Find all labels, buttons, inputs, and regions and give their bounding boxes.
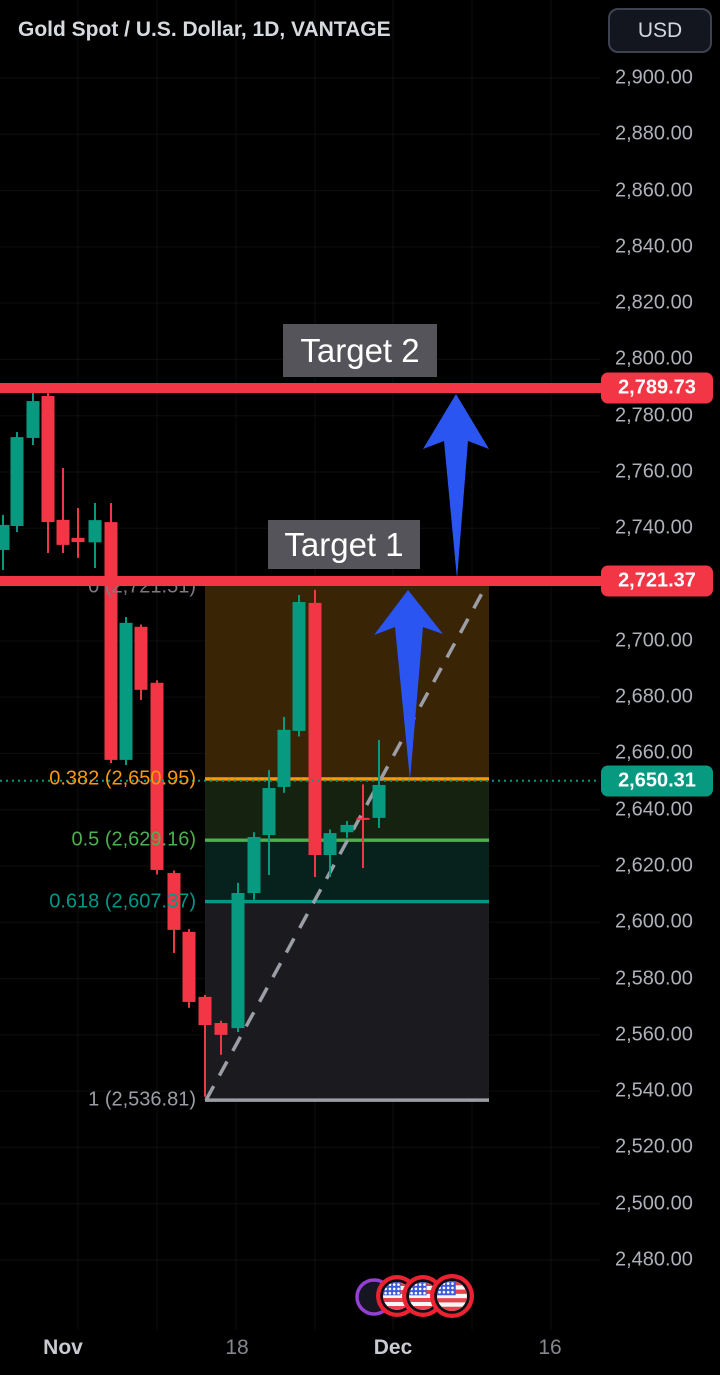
fib-zone [205,580,489,779]
candle-body [308,602,322,856]
price-tick-label: 2,480.00 [615,1248,693,1271]
price-tick-label: 2,800.00 [615,347,693,370]
price-axis-label: 2,789.73 [601,372,713,404]
fib-level-label[interactable]: 0.5 (2,629.16) [71,828,196,851]
candle-body [356,817,370,820]
candle-body [119,622,133,760]
date-axis-label: 16 [538,1336,562,1359]
candle-body [41,396,55,523]
candle-body [104,522,118,760]
candle-body [214,1023,228,1035]
symbol-title: Gold Spot / U.S. Dollar, 1D, VANTAGE [18,18,391,41]
price-tick-label: 2,860.00 [615,179,693,202]
price-tick-label: 2,600.00 [615,910,693,933]
target-price-line[interactable] [0,383,602,394]
date-axis-label: Nov [43,1336,83,1359]
fib-zones-layer [205,580,489,1101]
candle-body [277,729,291,787]
date-axis-label: 18 [225,1336,249,1359]
target-up-arrow[interactable] [423,394,489,579]
price-tick-label: 2,760.00 [615,460,693,483]
candle-body [167,873,181,930]
candle-body [0,524,10,550]
candle-body [150,682,164,870]
candle-body [198,996,212,1026]
price-axis-label: 2,721.37 [601,565,713,597]
target-label[interactable]: Target 2 [283,324,437,377]
candles-layer [0,390,386,1097]
price-tick-label: 2,520.00 [615,1135,693,1158]
candle-body [88,520,102,543]
fib-level-label[interactable]: 1 (2,536.81) [88,1088,196,1111]
price-tick-label: 2,560.00 [615,1023,693,1046]
target-label[interactable]: Target 1 [268,520,420,569]
price-tick-label: 2,840.00 [615,235,693,258]
candle-body [26,401,40,438]
candle-body [292,602,306,731]
price-tick-label: 2,660.00 [615,741,693,764]
candle-body [134,626,148,690]
currency-button[interactable]: USD [608,8,712,53]
candle-body [56,519,70,545]
arrows-layer [374,394,489,780]
candle-body [231,893,245,1029]
price-tick-label: 2,540.00 [615,1079,693,1102]
price-tick-label: 2,820.00 [615,291,693,314]
candle-body [323,833,337,856]
price-tick-label: 2,900.00 [615,66,693,89]
candle-body [182,931,196,1002]
candle-body [372,784,386,818]
target-up-arrow[interactable] [374,590,443,780]
price-tick-label: 2,700.00 [615,629,693,652]
fib-level-label[interactable]: 0.382 (2,650.95) [49,767,196,790]
candle-body [262,788,276,836]
candle-body [247,837,261,894]
current-price-axis-label: 2,650.31 [601,765,713,797]
fib-level-label[interactable]: 0.618 (2,607.37) [49,890,196,913]
price-tick-label: 2,580.00 [615,967,693,990]
price-tick-label: 2,680.00 [615,685,693,708]
price-tick-label: 2,620.00 [615,854,693,877]
candle-body [71,537,85,543]
date-axis-label: Dec [373,1336,413,1359]
price-tick-label: 2,740.00 [615,516,693,539]
price-tick-label: 2,640.00 [615,798,693,821]
price-tick-label: 2,780.00 [615,404,693,427]
candle-body [10,437,24,527]
event-badge-us-flag[interactable] [428,1272,476,1320]
fib-trendline[interactable] [204,579,491,1101]
target-price-line[interactable] [0,575,602,586]
currency-button-label: USD [637,18,683,42]
candle-body [340,824,354,833]
price-tick-label: 2,880.00 [615,122,693,145]
price-tick-label: 2,500.00 [615,1192,693,1215]
us-flag-icon [437,1281,467,1311]
fib-zone [205,901,489,1101]
